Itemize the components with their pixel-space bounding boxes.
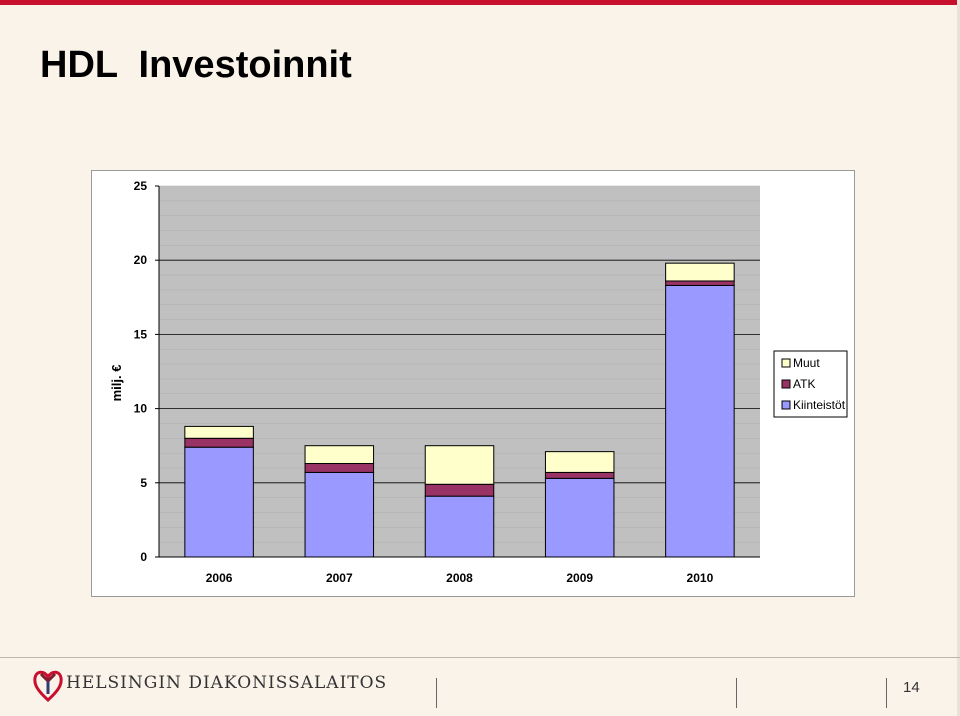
- footer-separator: [886, 678, 887, 708]
- y-tick-label: 0: [140, 550, 147, 564]
- x-tick-label: 2006: [206, 571, 233, 585]
- bar-segment-muut: [424, 445, 495, 485]
- y-tick-label: 20: [134, 253, 148, 267]
- legend-label: Muut: [793, 356, 820, 370]
- bar-segment-atk: [424, 483, 495, 497]
- legend-label: ATK: [793, 377, 815, 391]
- slide-title: HDL Investoinnit: [40, 44, 352, 86]
- bar-segment-kiinteist-t: [304, 471, 375, 558]
- bar-segment-atk: [304, 463, 375, 473]
- footer-separator: [436, 678, 437, 708]
- y-tick-label: 10: [134, 402, 148, 416]
- y-tick-label: 25: [134, 179, 148, 193]
- bar-segment-atk: [184, 437, 254, 448]
- legend-swatch: [781, 400, 791, 410]
- organization-name: HELSINGIN DIAKONISSALAITOS: [66, 673, 388, 693]
- bar-segment-kiinteist-t: [665, 284, 735, 558]
- heart-cross-logo-icon: [32, 664, 64, 707]
- bar-segment-muut: [184, 425, 254, 439]
- legend: Muut ATK Kiinteistöt: [773, 350, 848, 418]
- bar-segment-kiinteist-t: [544, 477, 615, 558]
- x-tick-label: 2010: [687, 571, 714, 585]
- bars: [184, 262, 735, 558]
- legend-label: Kiinteistöt: [793, 398, 846, 412]
- bar-segment-kiinteist-t: [424, 495, 495, 558]
- bar-segment-kiinteist-t: [184, 446, 254, 558]
- bar-segment-atk: [544, 471, 615, 479]
- y-tick-label: 5: [140, 476, 147, 490]
- legend-swatch: [781, 358, 791, 368]
- legend-swatch: [781, 379, 791, 389]
- x-tick-label: 2007: [326, 571, 353, 585]
- bar-segment-muut: [544, 451, 615, 473]
- x-tick-label: 2009: [566, 571, 593, 585]
- page-number: 14: [903, 679, 920, 696]
- gridlines: [159, 185, 760, 543]
- footer-separator: [736, 678, 737, 708]
- footer-divider: [0, 657, 960, 658]
- bar-segment-muut: [304, 445, 375, 465]
- y-axis-label: milj. €: [109, 365, 124, 402]
- x-tick-labels: 2006 2007 2008 2009 2010: [206, 571, 714, 585]
- chart-area: 0 5 10 15 20 25 2006 2007 2008 2009 2010 milj. € …: [91, 170, 855, 597]
- bar-segment-atk: [665, 280, 735, 286]
- y-tick-labels: 0 5 10 15 20 25: [134, 179, 159, 564]
- x-tick-label: 2008: [446, 571, 473, 585]
- y-tick-label: 15: [134, 327, 148, 341]
- bar-segment-muut: [665, 262, 735, 282]
- right-edge-strip: [957, 0, 960, 716]
- top-accent-rule: [0, 0, 960, 5]
